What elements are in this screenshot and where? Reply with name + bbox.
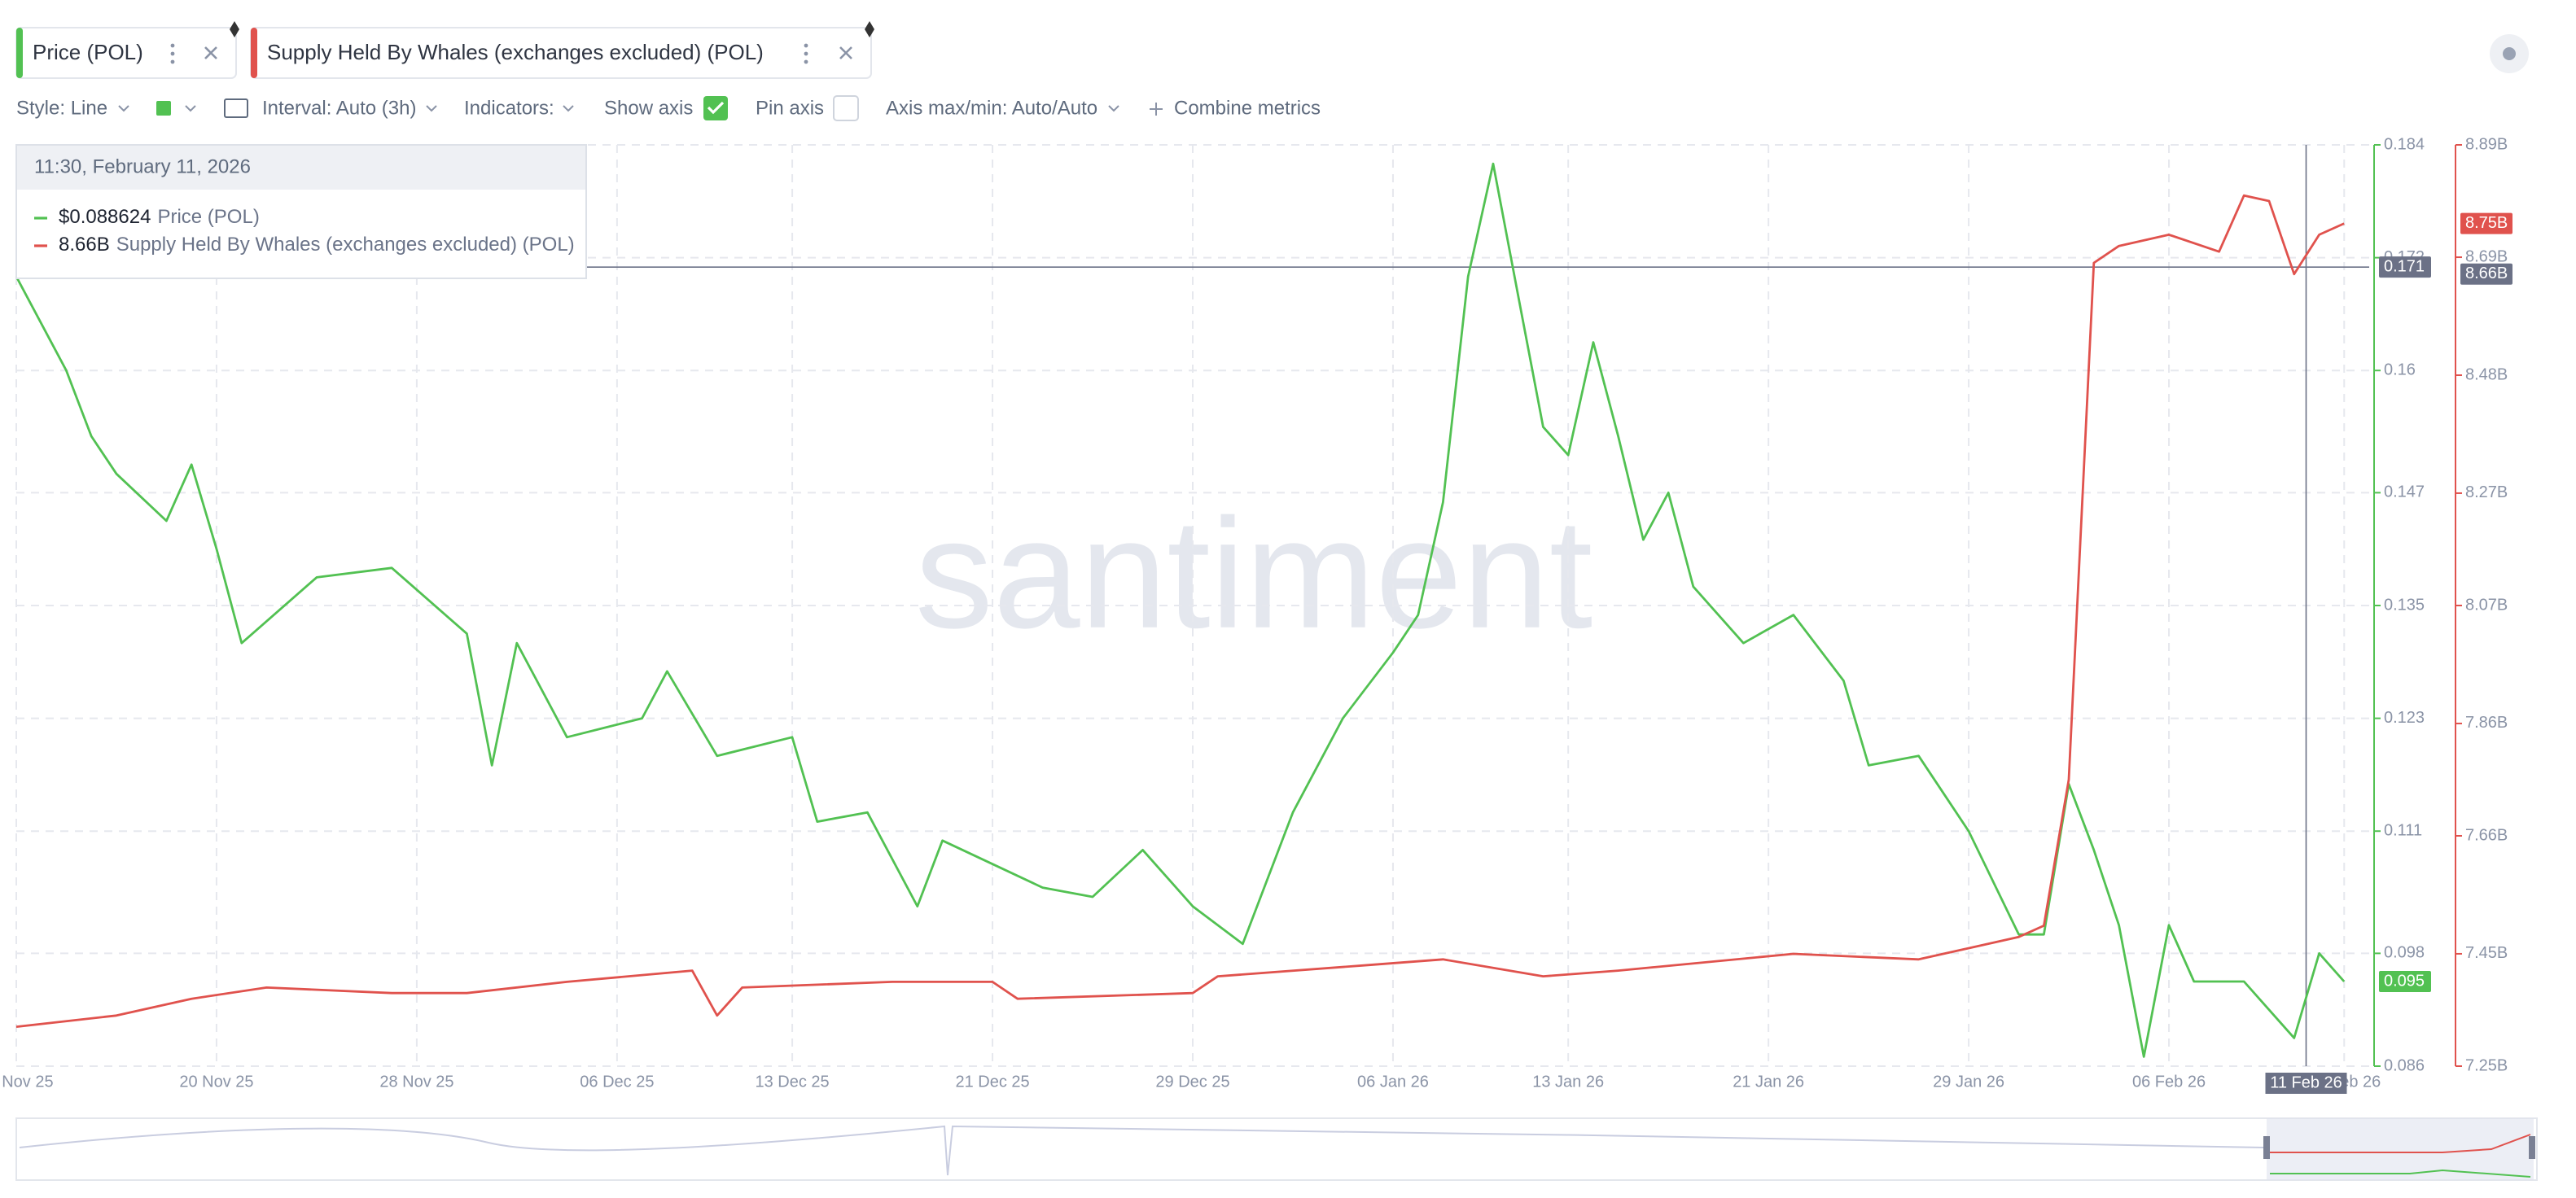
interval-icon: [224, 98, 248, 118]
series-line: [15, 162, 2346, 1058]
tooltip-value: 8.66B: [59, 234, 110, 256]
x-tick-label: 06 Dec 25: [580, 1073, 654, 1091]
navigator-line: [2270, 1134, 2531, 1153]
x-tick-label: 21 Jan 26: [1733, 1073, 1804, 1091]
chevron: [118, 105, 1119, 112]
y2-tick-label: 7.86B: [2465, 714, 2508, 732]
y-tick-label: 0.16: [2384, 361, 2416, 379]
tooltip-name: Price (POL): [157, 206, 259, 228]
check-icon: [707, 101, 725, 115]
tooltip-header: [17, 146, 585, 190]
y2-tick-label: 7.66B: [2465, 826, 2508, 844]
axis-range-select[interactable]: Axis max/min: Auto/Auto: [886, 97, 1097, 119]
y2-tick-label: 7.45B: [2465, 944, 2508, 962]
navigator-handle[interactable]: [2263, 1136, 2270, 1159]
x-tick-label: 28 Nov 25: [379, 1073, 453, 1091]
x-tick-label: 13 Jan 26: [1532, 1073, 1604, 1091]
tab-color: [16, 28, 23, 78]
navigator-handle[interactable]: [2529, 1136, 2535, 1159]
series-line: [15, 194, 2345, 1028]
y2-tick-label: 8.89B: [2465, 135, 2508, 153]
tooltip: 11:30, February 11, 2026 $0.088624 Price (…: [15, 144, 587, 279]
plot: 12 Nov 25 20 Nov 25 28 Nov 25 06 Dec 25 13 D…: [0, 135, 2512, 1094]
pin-axis-label: Pin axis: [756, 97, 824, 119]
tooltip-name: Supply Held By Whales (exchanges exclude…: [116, 234, 575, 256]
indicators-select[interactable]: Indicators:: [464, 97, 554, 119]
y-tick-label: 0.111: [2384, 822, 2422, 840]
settings-dot: [2503, 47, 2516, 60]
y2-tick-label: 8.69B: [2465, 247, 2508, 265]
y-tick-label: 0.147: [2384, 483, 2425, 501]
crosshair-y-badge: 0.171: [2384, 257, 2425, 275]
x-tick-label: 06 Feb 26: [2132, 1073, 2206, 1091]
y2-tick-label: 8.07B: [2465, 596, 2508, 614]
tab-label: Price (POL): [33, 40, 143, 64]
y-tick-label: 0.086: [2384, 1056, 2425, 1074]
tooltip-value: $0.088624: [59, 206, 151, 228]
style-select[interactable]: Style: Line: [16, 97, 107, 119]
close-icon: [839, 46, 852, 59]
menu-icon: [170, 43, 175, 64]
crosshair-y-badge-bg: [2379, 256, 2431, 278]
crosshair-x-badge: 11 Feb 26: [2270, 1073, 2342, 1091]
crosshair-y2-badge: 8.66B: [2465, 265, 2508, 282]
show-axis-label: Show axis: [604, 97, 693, 119]
crosshair-x-badge-bg: [2265, 1073, 2347, 1094]
pin-axis-checkbox[interactable]: [833, 95, 859, 121]
last-supply-badge-bg: [2460, 212, 2512, 234]
toolbar: Style: Line Interval: Auto (3h) Indicato…: [16, 95, 1321, 121]
interval-select[interactable]: Interval: Auto (3h): [262, 97, 416, 119]
x-tick-label: 13 Dec 25: [755, 1073, 829, 1091]
x-tick-label: 06 Jan 26: [1357, 1073, 1429, 1091]
tooltip-date: 11:30, February 11, 2026: [34, 155, 251, 177]
metric-tab[interactable]: Supply Held By Whales (exchanges exclude…: [250, 27, 872, 79]
y2-tick-label: 8.27B: [2465, 483, 2508, 501]
watermark: santiment: [915, 486, 1592, 661]
last-price-badge: 0.095: [2384, 972, 2425, 990]
x-tick-label: 29 Dec 25: [1155, 1073, 1229, 1091]
last-price-badge-bg: [2379, 971, 2431, 993]
tooltip-row: $0.088624 Price (POL): [59, 206, 260, 228]
navigator-box: [15, 1117, 2538, 1181]
plus-icon: [1150, 103, 1163, 116]
x-tick-label: 12 Nov 25: [0, 1073, 54, 1091]
last-supply-badge: 8.75B: [2465, 214, 2508, 232]
y-tick-label: 0.135: [2384, 596, 2425, 614]
menu-icon: [804, 43, 808, 64]
navigator-line: [19, 1125, 2264, 1176]
x-tick-label: 29 Jan 26: [1933, 1073, 2004, 1091]
combine-button[interactable]: Combine metrics: [1174, 97, 1321, 119]
y-tick-label: 0.184: [2384, 135, 2425, 153]
tooltip-row: 8.66B Supply Held By Whales (exchanges ex…: [59, 234, 575, 256]
metric-tab[interactable]: Price (POL): [15, 27, 237, 79]
color-swatch[interactable]: [156, 101, 171, 116]
close-icon: [204, 46, 217, 59]
x-tick-label: 21 Dec 25: [955, 1073, 1029, 1091]
y2-tick-label: 7.25B: [2465, 1056, 2508, 1074]
y-tick-label: 0.098: [2384, 944, 2425, 962]
tab-color: [251, 28, 257, 78]
x-tick-label: 20 Nov 25: [179, 1073, 253, 1091]
tab-label: Supply Held By Whales (exchanges exclude…: [267, 40, 764, 64]
crosshair-y2-badge-bg: [2460, 263, 2512, 285]
navigator-line: [2270, 1169, 2531, 1178]
y-tick-label: 0.123: [2384, 709, 2425, 727]
y2-tick-label: 8.48B: [2465, 365, 2508, 383]
navigator: [15, 1117, 2538, 1181]
